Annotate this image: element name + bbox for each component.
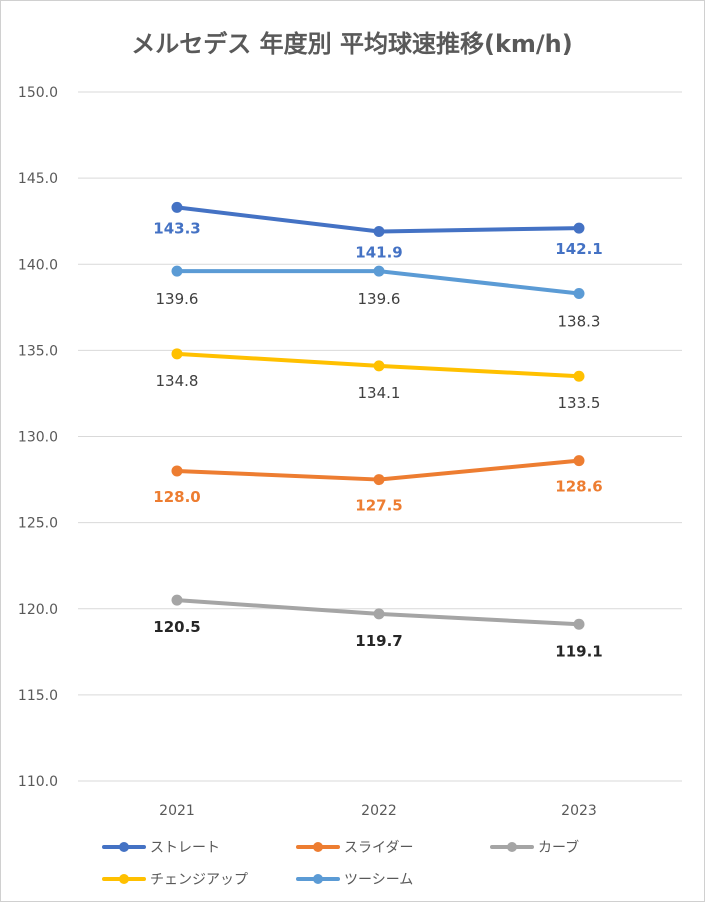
data-point [171, 594, 183, 606]
data-label: 142.1 [555, 240, 602, 258]
data-point [573, 618, 585, 630]
data-label: 128.0 [153, 488, 200, 506]
data-label: 139.6 [358, 290, 401, 308]
legend-label: カーブ [538, 839, 579, 856]
legend-item: チェンジアップ [102, 872, 248, 888]
series-0 [171, 201, 585, 238]
data-label: 133.5 [558, 394, 601, 412]
y-tick-label: 110.0 [18, 774, 58, 790]
legend-item: スライダー [296, 840, 413, 856]
data-labels: 143.3 141.9 142.1 128.0 127.5 128.6 120.5 119.7… [153, 219, 602, 660]
series-4 [171, 265, 585, 300]
y-tick-label: 140.0 [18, 257, 58, 273]
y-tick-label: 135.0 [18, 343, 58, 359]
legend-item: ストレート [102, 840, 220, 856]
data-point [573, 288, 585, 300]
y-tick-label: 145.0 [18, 171, 58, 187]
legend-marker [313, 842, 323, 852]
data-label: 134.1 [358, 384, 401, 402]
x-tick-label: 2021 [159, 803, 195, 819]
legend-label: ツーシーム [344, 872, 413, 888]
y-tick-label: 130.0 [18, 430, 58, 446]
y-tick-label: 115.0 [18, 688, 58, 704]
data-point [373, 265, 385, 277]
data-label: 119.7 [355, 632, 402, 650]
data-point [171, 465, 183, 477]
legend-item: カーブ [490, 839, 579, 856]
data-label: 138.3 [558, 313, 601, 331]
data-label: 139.6 [156, 290, 199, 308]
data-label: 134.8 [156, 372, 199, 390]
legend-label: チェンジアップ [150, 872, 248, 888]
data-label: 119.1 [555, 642, 602, 660]
legend-marker [313, 874, 323, 884]
data-point [373, 360, 385, 372]
data-label: 128.6 [555, 478, 602, 496]
data-point [373, 474, 385, 486]
legend-marker [119, 874, 129, 884]
y-tick-label: 120.0 [18, 602, 58, 618]
data-point [373, 226, 385, 238]
chart-title: メルセデス 年度別 平均球速推移(km/h) [131, 30, 572, 58]
legend-label: ストレート [150, 840, 220, 856]
legend-marker [507, 842, 517, 852]
legend-item: ツーシーム [296, 872, 413, 888]
data-label: 141.9 [355, 244, 402, 262]
data-point [573, 455, 585, 467]
x-tick-label: 2023 [561, 803, 597, 819]
data-label: 143.3 [153, 219, 200, 237]
series-lines [171, 201, 585, 630]
gridlines [78, 91, 682, 782]
legend-label: スライダー [344, 840, 413, 856]
y-tick-label: 125.0 [18, 516, 58, 532]
series-3 [171, 348, 585, 382]
data-point [573, 370, 585, 382]
data-label: 127.5 [355, 497, 402, 515]
y-axis-ticks: 150.0 145.0 140.0 135.0 130.0 125.0 120.0 115.0… [18, 85, 58, 790]
data-label: 120.5 [153, 618, 200, 636]
data-point [171, 265, 183, 277]
legend-marker [119, 842, 129, 852]
data-point [573, 222, 585, 234]
x-axis-ticks: 2021 2022 2023 [159, 803, 597, 819]
data-point [171, 201, 183, 213]
data-point [373, 608, 385, 620]
series-1 [171, 455, 585, 486]
y-tick-label: 150.0 [18, 85, 58, 101]
series-2 [171, 594, 585, 630]
data-point [171, 348, 183, 360]
x-tick-label: 2022 [361, 803, 397, 819]
